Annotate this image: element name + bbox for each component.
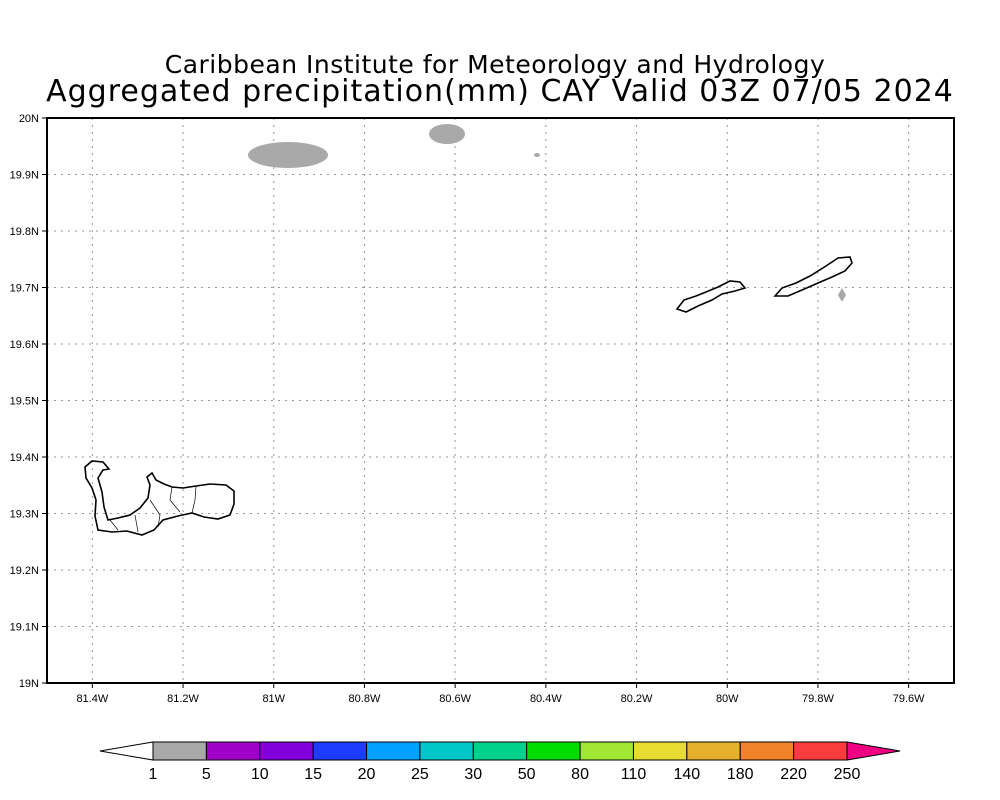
grand-cayman-districts [109, 485, 197, 533]
colorbar-swatch [205, 741, 261, 761]
colorbar-label: 180 [727, 766, 754, 783]
precip-area [838, 288, 846, 302]
lon-tick-label: 80.2W [621, 693, 653, 705]
colorbar-label: 15 [304, 766, 322, 783]
colorbar-under-triangle [99, 741, 154, 761]
colorbar-label: 250 [834, 766, 861, 783]
colorbar-swatch [686, 741, 741, 761]
precip-area [534, 153, 540, 157]
colorbar-swatch [793, 741, 848, 761]
colorbar-swatch [259, 741, 314, 761]
lon-tick-label: 81W [262, 693, 285, 705]
colorbar-label: 20 [358, 766, 376, 783]
colorbar-swatch [366, 741, 421, 761]
colorbar-label: 50 [518, 766, 536, 783]
colorbar-label: 5 [202, 766, 211, 783]
colorbar-swatch [526, 741, 581, 761]
colorbar-swatch [152, 741, 207, 761]
colorbar-label: 110 [621, 766, 647, 783]
lon-tick-label: 81.2W [167, 693, 199, 705]
lon-tick-label: 79.8W [802, 693, 834, 705]
colorbar-over-triangle [846, 741, 901, 761]
axis-ticks: 81.4W 81.2W 81W 80.8W 80.6W 80.4W 80.2W 80W 79.8… [10, 113, 926, 705]
lat-tick-label: 20N [19, 113, 39, 125]
lat-tick-label: 19.7N [10, 283, 39, 295]
colorbar-swatch [419, 741, 474, 761]
lat-tick-label: 19.3N [10, 509, 39, 521]
lat-tick-label: 19.5N [10, 396, 39, 408]
precip-areas [248, 124, 846, 302]
lon-tick-label: 81.4W [76, 693, 108, 705]
colorbar-label: 10 [251, 766, 269, 783]
cayman-brac-outline [773, 256, 853, 297]
lat-tick-label: 19.9N [10, 170, 39, 182]
title-product: Aggregated precipitation(mm) CAY Valid 0… [46, 74, 954, 109]
colorbar: 1 5 10 15 20 25 30 50 80 110 140 180 220 250 [99, 741, 901, 783]
colorbar-label: 80 [571, 766, 589, 783]
lat-tick-label: 19.4N [10, 452, 39, 464]
colorbar-label: 30 [464, 766, 482, 783]
colorbar-swatch [472, 741, 528, 761]
lat-tick-label: 19.6N [10, 339, 39, 351]
gridlines [47, 118, 954, 683]
lon-tick-label: 80.8W [349, 693, 381, 705]
precip-area [429, 124, 465, 144]
colorbar-swatch [312, 741, 368, 761]
colorbar-label: 1 [149, 766, 158, 783]
lon-tick-label: 80W [716, 693, 739, 705]
precip-area [248, 142, 328, 168]
grand-cayman-outline [84, 460, 235, 536]
colorbar-label: 220 [780, 766, 807, 783]
colorbar-swatch [632, 741, 688, 761]
lat-tick-label: 19.1N [10, 622, 39, 634]
colorbar-swatch [579, 741, 634, 761]
colorbar-swatch [739, 741, 795, 761]
lat-tick-label: 19N [19, 678, 39, 690]
lon-tick-label: 80.6W [439, 693, 471, 705]
lat-tick-label: 19.8N [10, 226, 39, 238]
colorbar-label: 140 [673, 766, 700, 783]
little-cayman-outline [675, 280, 747, 313]
lat-tick-label: 19.2N [10, 565, 39, 577]
lon-tick-label: 80.4W [530, 693, 562, 705]
lon-tick-label: 79.6W [893, 693, 925, 705]
colorbar-label: 25 [411, 766, 429, 783]
title-institute: Caribbean Institute for Meteorology and … [164, 50, 826, 79]
coastlines [84, 256, 853, 536]
